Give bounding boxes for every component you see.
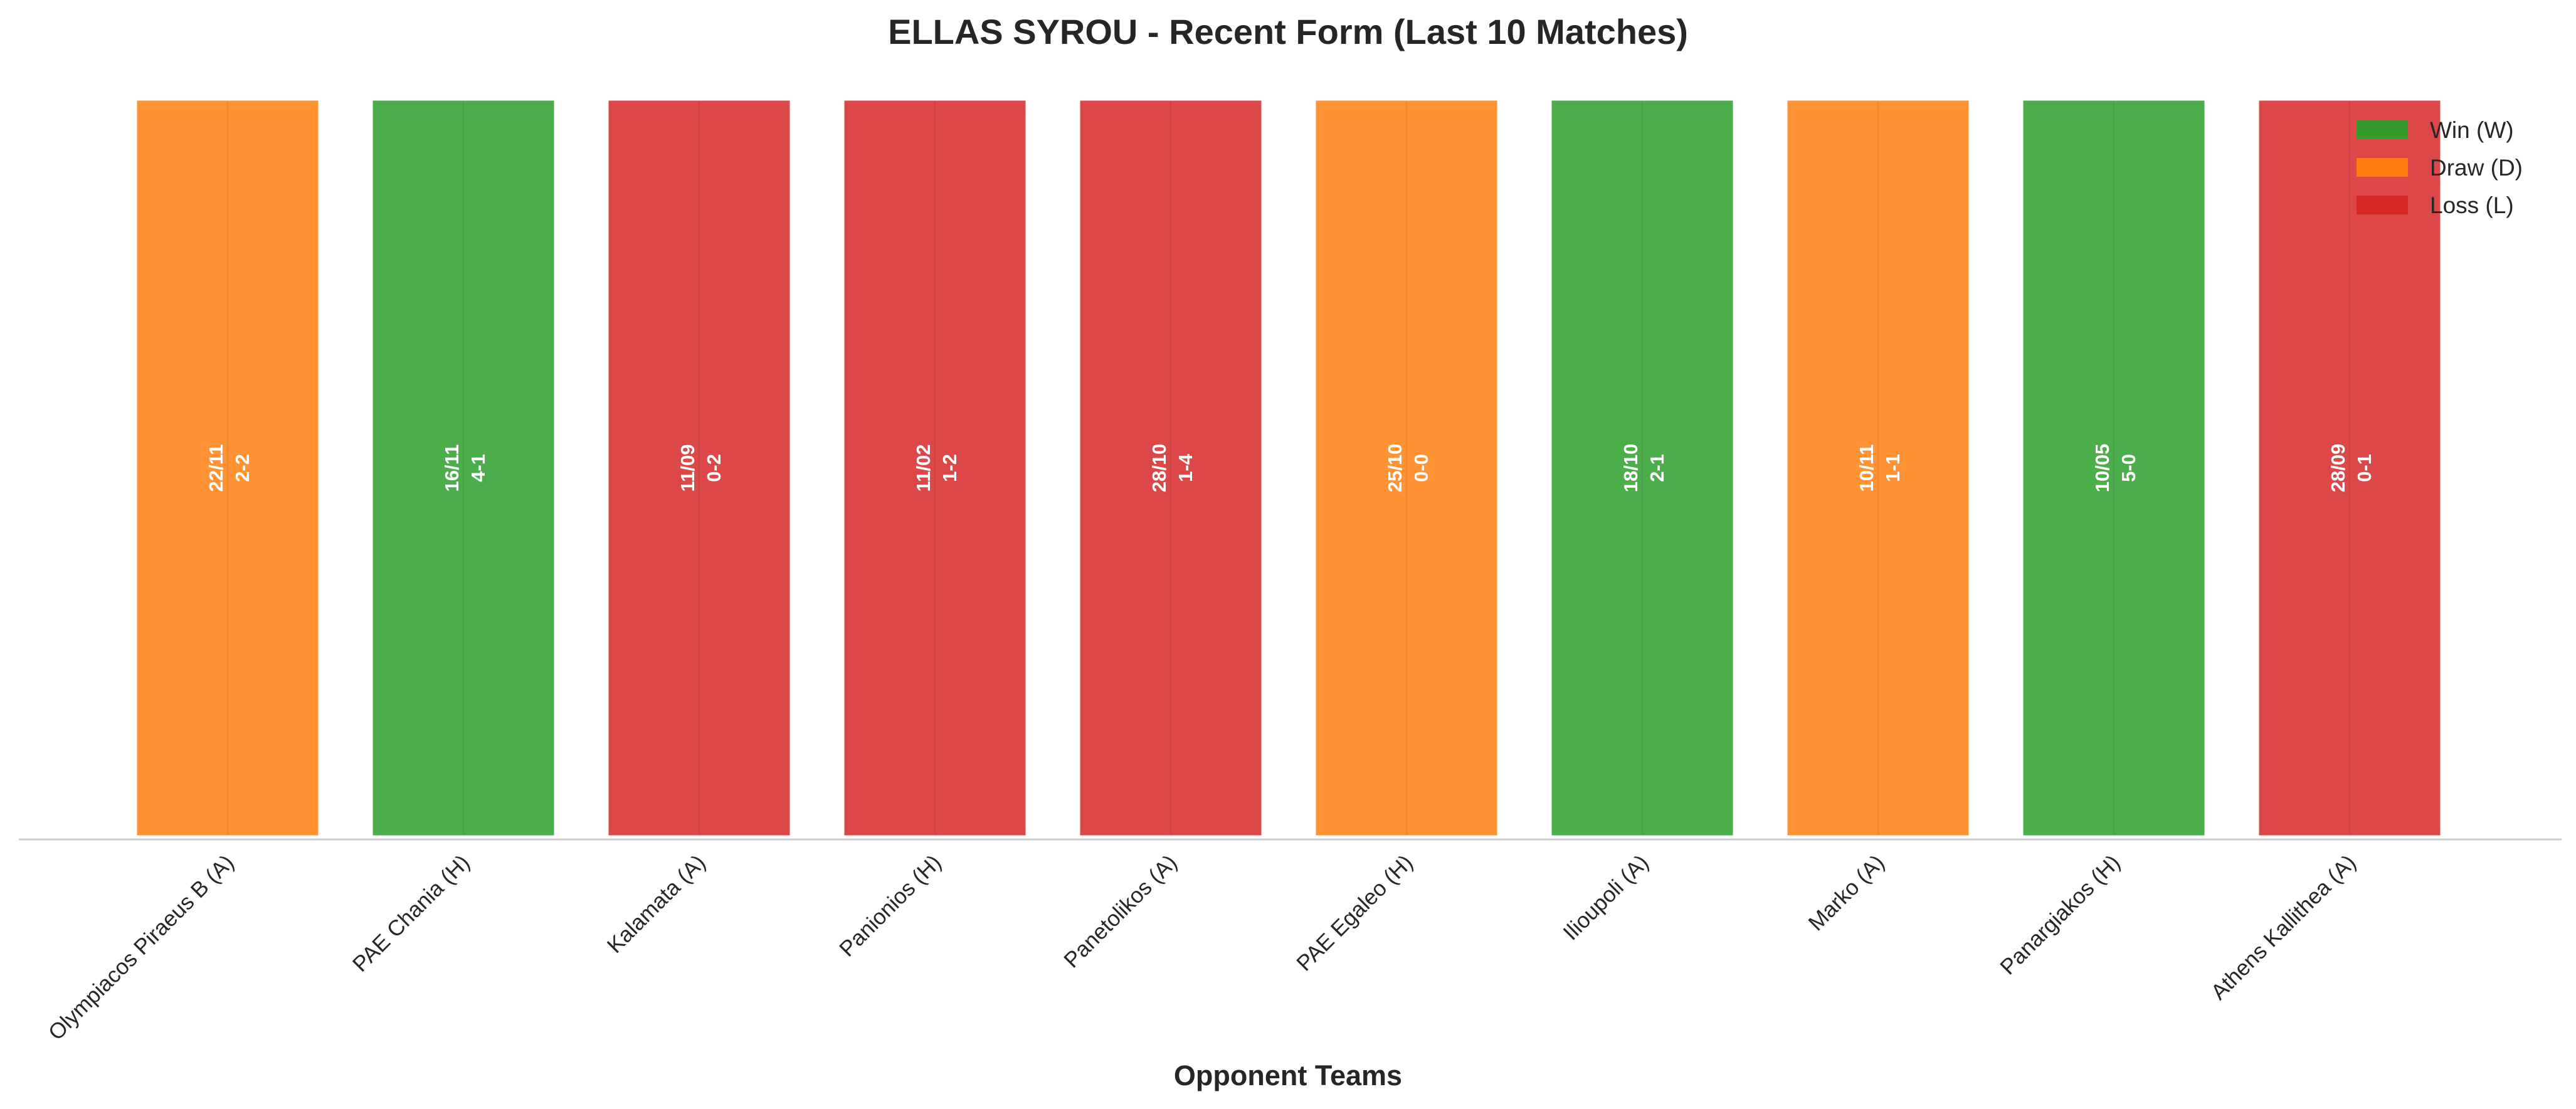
- bar-date-label: 25/10: [1384, 444, 1406, 493]
- bar: [1784, 97, 1972, 839]
- chart-title: ELLAS SYROU - Recent Form (Last 10 Match…: [888, 12, 1688, 51]
- bar-score-label: 0-1: [2353, 454, 2375, 482]
- bar-data-label: 22/11 2-2: [205, 444, 253, 492]
- bar: [841, 97, 1029, 839]
- bar-score-label: 0-2: [703, 454, 725, 482]
- bar-date-label: 16/11: [441, 444, 463, 492]
- bar-date-label: 10/11: [1855, 444, 1877, 492]
- bar-data-label: 11/02 1-2: [912, 444, 961, 492]
- bar: [1548, 97, 1736, 839]
- bar-score-label: 1-1: [1882, 454, 1904, 482]
- bar-date-label: 22/11: [205, 444, 227, 492]
- bar-score-label: 4-1: [467, 454, 489, 482]
- bar-date-label: 28/10: [1148, 444, 1170, 493]
- bar-group: 22/11 2-2 16/11 4-1 11/09 0-2 11/02 1-2 28/10 1-4…: [134, 97, 2444, 839]
- bar-score-label: 2-2: [231, 454, 253, 482]
- x-tick-label: Marko (A): [1803, 850, 1889, 935]
- bar: [1077, 97, 1265, 839]
- bar-data-label: 18/10 2-1: [1620, 444, 1668, 493]
- legend-label: Win (W): [2430, 117, 2514, 143]
- legend: Win (W) Draw (D) Loss (L): [2357, 117, 2523, 218]
- legend-swatch: [2357, 158, 2408, 177]
- x-tick-label: PAE Egaleo (H): [1292, 850, 1417, 975]
- legend-label: Draw (D): [2430, 155, 2523, 181]
- bar-score-label: 1-2: [939, 454, 961, 482]
- x-tick-label: Panionios (H): [835, 850, 946, 962]
- x-tick-label: Ilioupoli (A): [1558, 850, 1653, 945]
- bar-date-label: 11/09: [677, 444, 699, 492]
- x-axis-label: Opponent Teams: [1174, 1059, 1402, 1091]
- bar-date-label: 11/02: [912, 444, 934, 492]
- x-tick-label: PAE Chania (H): [348, 850, 475, 977]
- bar-data-label: 10/11 1-1: [1855, 444, 1904, 492]
- x-tick-label: Kalamata (A): [603, 850, 710, 958]
- bar-score-label: 1-4: [1175, 453, 1196, 482]
- x-tick-label: Panetolikos (A): [1059, 850, 1181, 972]
- bar-data-label: 28/09 0-1: [2327, 444, 2375, 493]
- bar: [2256, 97, 2444, 839]
- legend-swatch: [2357, 120, 2408, 139]
- bar-data-label: 11/09 0-2: [677, 444, 725, 492]
- bar-data-label: 16/11 4-1: [441, 444, 489, 492]
- legend-swatch: [2357, 196, 2408, 214]
- legend-label: Loss (L): [2430, 192, 2514, 218]
- bar: [369, 97, 557, 839]
- bar-data-label: 10/05 5-0: [2091, 444, 2140, 493]
- bar-score-label: 5-0: [2118, 454, 2140, 482]
- bar-data-label: 25/10 0-0: [1384, 444, 1432, 493]
- bar-data-label: 28/10 1-4: [1148, 444, 1196, 493]
- bar: [2020, 97, 2208, 839]
- x-tick-label: Panargiakos (H): [1995, 850, 2125, 979]
- bar: [1312, 97, 1501, 839]
- x-tick-label: Olympiacos Piraeus B (A): [44, 850, 239, 1045]
- bar-date-label: 10/05: [2091, 444, 2113, 493]
- bar-date-label: 18/10: [1620, 444, 1642, 493]
- bar-date-label: 28/09: [2327, 444, 2349, 493]
- bar: [605, 97, 793, 839]
- x-tick-label: Athens Kallithea (A): [2206, 850, 2360, 1004]
- bar-score-label: 2-1: [1646, 454, 1668, 482]
- bar: [134, 97, 322, 839]
- bar-score-label: 0-0: [1410, 454, 1432, 482]
- x-tick-group: Olympiacos Piraeus B (A) PAE Chania (H) Ka…: [44, 850, 2361, 1045]
